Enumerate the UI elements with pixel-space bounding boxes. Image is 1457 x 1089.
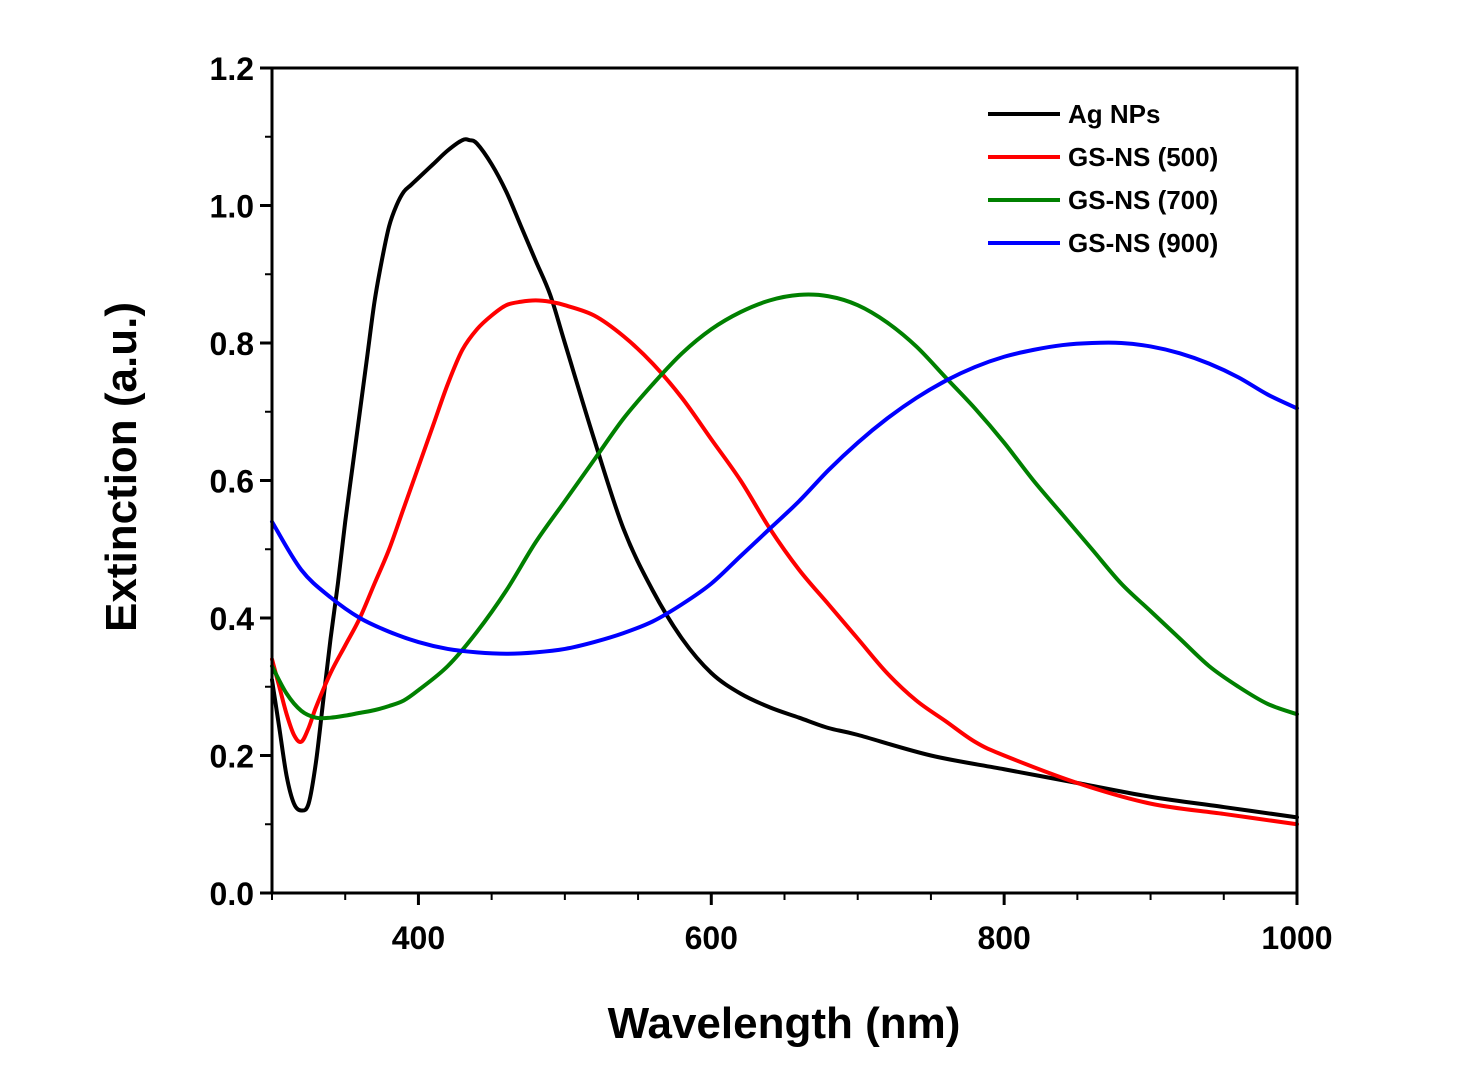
- y-tick-label: 0.2: [210, 739, 254, 775]
- y-tick-label: 1.0: [210, 189, 254, 225]
- legend-label-3: GS-NS (900): [1068, 228, 1218, 258]
- series-line-0: [270, 137, 1299, 820]
- y-tick-label: 0.6: [210, 464, 254, 500]
- legend-label-0: Ag NPs: [1068, 99, 1160, 129]
- series-line-1: [270, 298, 1299, 827]
- y-tick-label: 0.4: [210, 601, 255, 637]
- series-layer: [270, 137, 1299, 827]
- x-tick-label: 1000: [1261, 920, 1332, 956]
- y-tick-label: 1.2: [210, 51, 254, 87]
- x-tick-label: 800: [977, 920, 1030, 956]
- legend-label-2: GS-NS (700): [1068, 185, 1218, 215]
- x-tick-label: 400: [392, 920, 445, 956]
- tick-layer: 400 600 800 1000 0.0 0.2 0.4 0.6 0.8 1.0 1.2: [210, 51, 1333, 956]
- x-tick-label: 600: [685, 920, 738, 956]
- legend: Ag NPs GS-NS (500) GS-NS (700) GS-NS (900): [988, 99, 1218, 258]
- y-axis-title: Extinction (a.u.): [97, 302, 146, 632]
- series-line-2: [270, 292, 1299, 721]
- series-line-3: [270, 340, 1299, 656]
- y-tick-label: 0.0: [210, 876, 254, 912]
- y-tick-label: 0.8: [210, 326, 254, 362]
- x-axis-title: Wavelength (nm): [608, 999, 961, 1048]
- legend-label-1: GS-NS (500): [1068, 142, 1218, 172]
